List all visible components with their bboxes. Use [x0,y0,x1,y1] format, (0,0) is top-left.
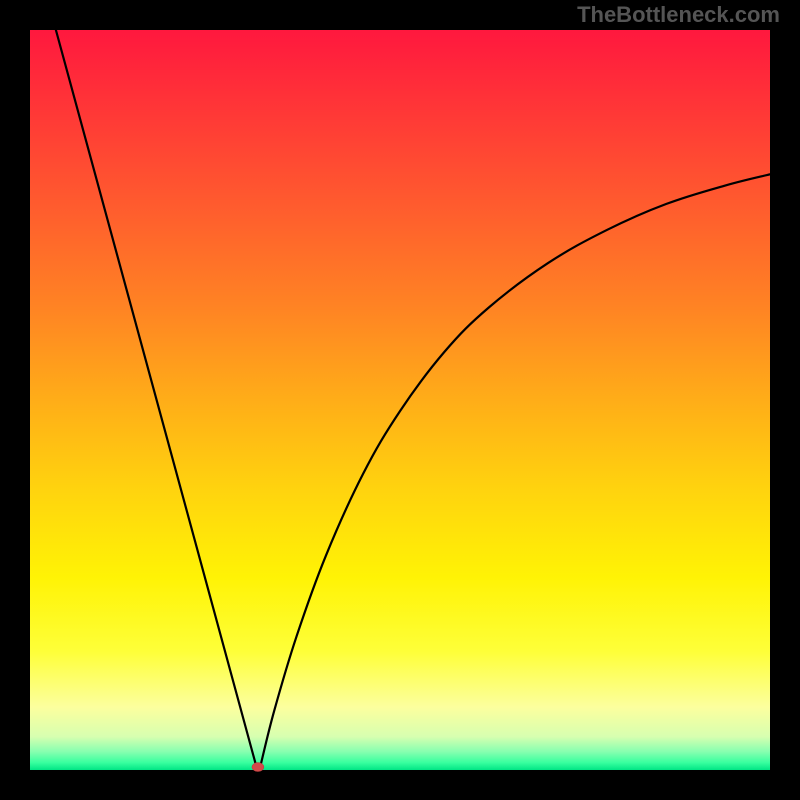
watermark-text: TheBottleneck.com [577,2,780,28]
plot-background [30,30,770,770]
chart-svg [0,0,800,800]
minimum-marker [252,763,264,772]
chart-container: TheBottleneck.com [0,0,800,800]
